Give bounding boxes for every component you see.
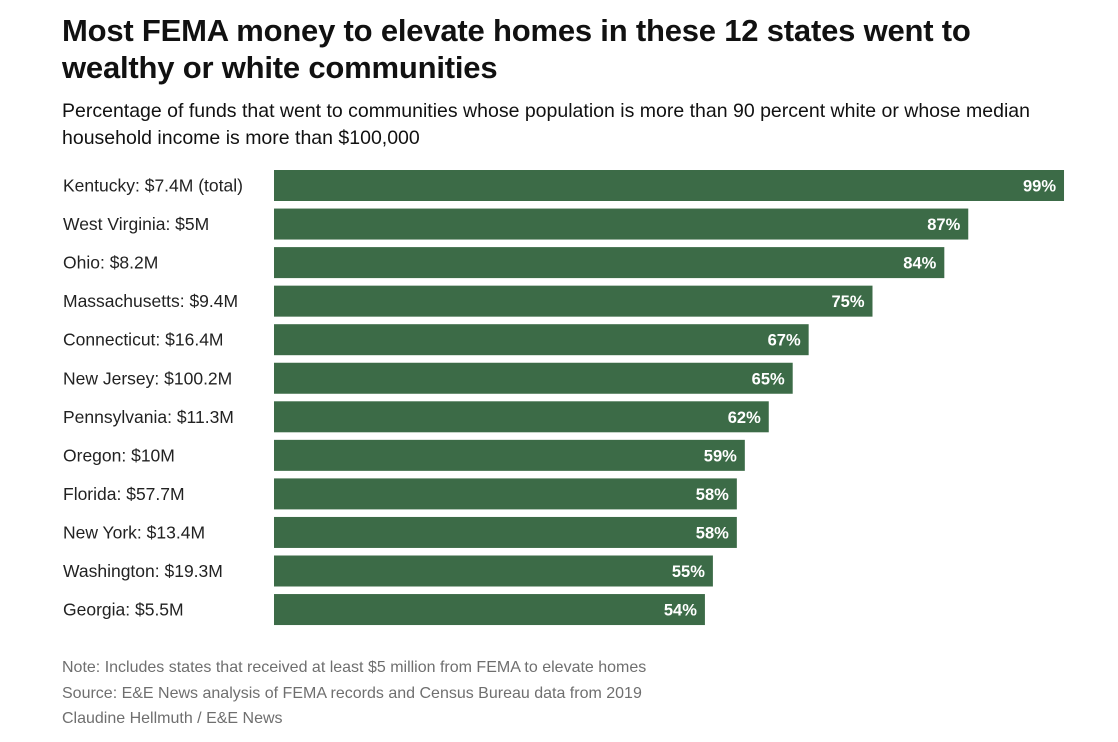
bar	[274, 247, 945, 279]
value-label: 75%	[831, 293, 864, 311]
bar	[274, 208, 969, 240]
bar-chart: Kentucky: $7.4M (total) 99% West Virginia:…	[63, 170, 1065, 626]
value-label: 58%	[696, 524, 729, 542]
value-label: 59%	[704, 447, 737, 465]
bar	[274, 478, 737, 510]
value-label: 55%	[672, 563, 705, 581]
category-label: West Virginia: $5M	[63, 214, 209, 234]
footer-credit: Claudine Hellmuth / E&E News	[62, 710, 283, 727]
footer-source: Source: E&E News analysis of FEMA record…	[62, 684, 642, 702]
chart-subtitle: Percentage of funds that went to communi…	[62, 100, 1030, 149]
value-label: 84%	[903, 255, 936, 273]
bar	[274, 594, 705, 626]
category-label: Connecticut: $16.4M	[63, 330, 224, 350]
bar	[274, 324, 809, 356]
bar	[274, 555, 713, 587]
category-label: Kentucky: $7.4M (total)	[63, 176, 243, 196]
value-label: 87%	[927, 216, 960, 234]
value-label: 99%	[1023, 178, 1056, 196]
category-label: Oregon: $10M	[63, 445, 175, 465]
footer-note: Note: Includes states that received at l…	[62, 659, 647, 676]
category-label: Georgia: $5.5M	[63, 600, 184, 620]
bar	[274, 170, 1065, 201]
category-label: Massachusetts: $9.4M	[63, 291, 238, 311]
value-label: 65%	[752, 370, 785, 388]
category-label: Florida: $57.7M	[63, 484, 185, 504]
bar	[274, 516, 737, 548]
chart-title: Most FEMA money to elevate homes in thes…	[62, 13, 971, 85]
bar	[274, 401, 769, 433]
value-label: 67%	[768, 332, 801, 350]
chart-bars: Kentucky: $7.4M (total) 99% West Virginia:…	[63, 170, 1065, 626]
chart-footer: Note: Includes states that received at l…	[62, 655, 646, 732]
value-label: 58%	[696, 486, 729, 504]
bar	[274, 362, 793, 394]
value-label: 62%	[728, 409, 761, 427]
value-label: 54%	[664, 602, 697, 620]
category-label: Ohio: $8.2M	[63, 253, 158, 273]
bar	[274, 285, 873, 317]
category-label: Pennsylvania: $11.3M	[63, 407, 234, 427]
category-label: New York: $13.4M	[63, 522, 205, 542]
bar	[274, 439, 745, 471]
category-label: New Jersey: $100.2M	[63, 368, 232, 388]
category-label: Washington: $19.3M	[63, 561, 223, 581]
